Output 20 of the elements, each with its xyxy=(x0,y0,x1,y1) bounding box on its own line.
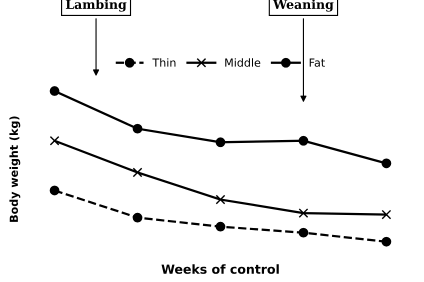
legend-label: Thin xyxy=(152,58,176,67)
y-axis-title: Body weight (kg) xyxy=(9,116,20,222)
legend-label: Fat xyxy=(310,58,325,67)
point xyxy=(50,136,60,146)
point xyxy=(298,136,308,146)
point xyxy=(50,186,60,196)
point xyxy=(216,222,226,232)
point xyxy=(132,212,142,222)
point xyxy=(132,124,142,134)
point xyxy=(382,158,392,168)
point xyxy=(298,208,308,218)
point xyxy=(50,86,60,96)
point xyxy=(216,137,226,148)
point xyxy=(382,210,392,220)
point xyxy=(298,228,308,238)
point xyxy=(132,168,142,178)
point xyxy=(382,236,392,247)
point xyxy=(216,194,226,204)
x-axis-title: Weeks of control xyxy=(162,264,279,274)
legend-label: Middle xyxy=(225,58,260,67)
